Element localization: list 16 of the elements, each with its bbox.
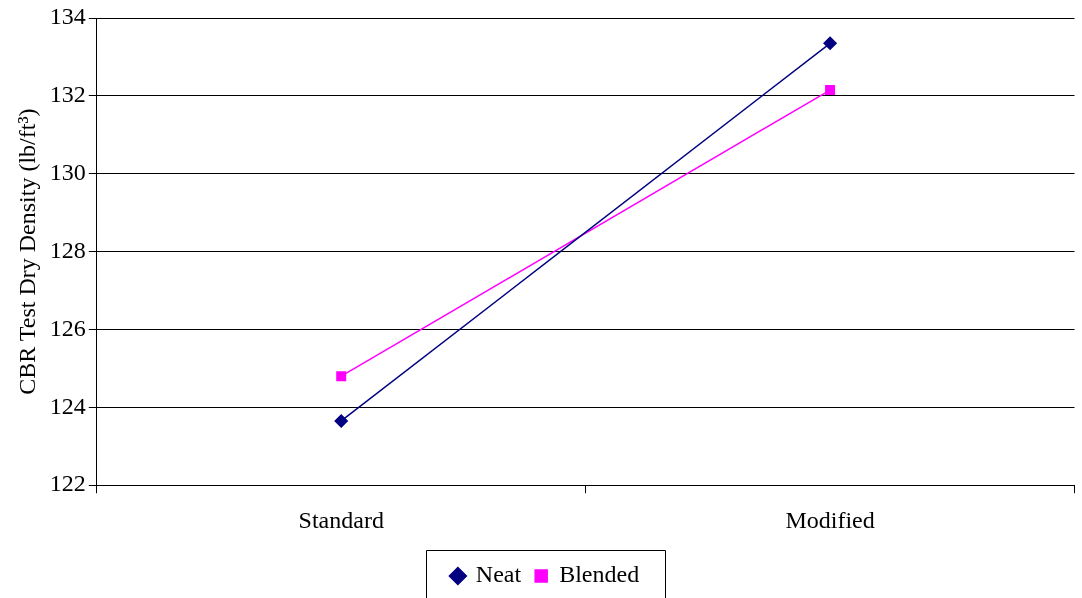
- point: [825, 85, 836, 96]
- point: [334, 414, 348, 428]
- y-tick-label: 124: [49, 392, 86, 419]
- y-tick-label: 134: [49, 3, 86, 30]
- y-tick-label: 130: [49, 159, 86, 186]
- y-tick-label: 132: [49, 81, 86, 108]
- x-tick-label: Modified: [785, 506, 875, 533]
- point: [823, 36, 837, 51]
- y-tick-label: 128: [49, 236, 86, 263]
- y-tick-label: 122: [49, 470, 86, 497]
- y-axis-title: CBR Test Dry Density (lb/ft³): [13, 108, 40, 395]
- legend-label: Blended: [559, 561, 640, 588]
- y-tick-label: 126: [49, 314, 86, 341]
- legend-label: Neat: [475, 561, 522, 588]
- x-tick-label: Standard: [298, 506, 384, 533]
- point: [336, 371, 347, 382]
